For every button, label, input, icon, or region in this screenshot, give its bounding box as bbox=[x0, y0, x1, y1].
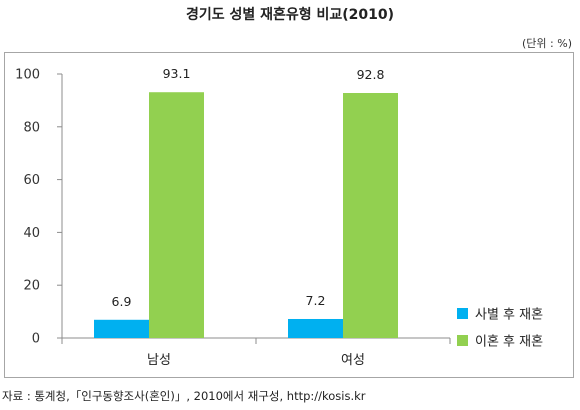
legend-swatch bbox=[457, 335, 468, 346]
bar-1-2 bbox=[288, 318, 343, 338]
y-tick-label: 60 bbox=[23, 173, 40, 188]
category-label: 남성 bbox=[147, 353, 171, 368]
source-note: 자료 : 통계청,「인구동향조사(혼인)」, 2010에서 재구성, http:… bbox=[2, 389, 366, 403]
data-label: 7.2 bbox=[306, 293, 326, 308]
y-tick-label: 0 bbox=[32, 332, 40, 347]
bar-2-1 bbox=[149, 92, 204, 338]
bar-1-1 bbox=[94, 319, 149, 338]
y-tick-label: 20 bbox=[23, 279, 40, 294]
bar-2-2 bbox=[343, 93, 398, 338]
data-label: 93.1 bbox=[163, 66, 191, 81]
data-label: 92.8 bbox=[357, 67, 385, 82]
bar-chart: 0 20 40 60 80 100 6.9 93.1 남성 7.2 92.8 여성 사별 후 재혼이혼 … bbox=[15, 66, 543, 368]
y-tick-label: 100 bbox=[15, 68, 40, 83]
legend-label: 이혼 후 재혼 bbox=[475, 335, 543, 350]
legend-swatch bbox=[457, 308, 468, 319]
unit-label: (단위 : %) bbox=[522, 37, 572, 50]
data-label: 6.9 bbox=[112, 294, 132, 309]
legend-label: 사별 후 재혼 bbox=[475, 308, 543, 323]
y-tick-label: 40 bbox=[23, 226, 40, 241]
chart-title: 경기도 성별 재혼유형 비교(2010) bbox=[185, 7, 395, 23]
category-label: 여성 bbox=[341, 353, 365, 368]
y-tick-label: 80 bbox=[23, 120, 40, 135]
